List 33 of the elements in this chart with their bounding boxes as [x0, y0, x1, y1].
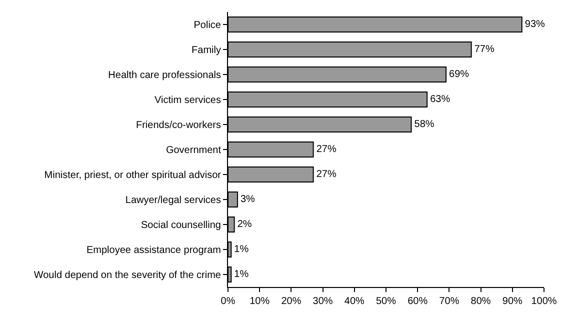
- y-tick-label: Government: [166, 145, 222, 156]
- y-tick-label: Family: [192, 45, 221, 56]
- x-tick-label: 80%: [470, 296, 491, 307]
- y-tick-label: Would depend on the severity of the crime: [34, 270, 222, 281]
- y-tick-label: Health care professionals: [108, 70, 221, 81]
- y-tick-label: Lawyer/legal services: [125, 195, 221, 206]
- x-tick-label: 10%: [250, 296, 270, 307]
- x-tick-label: 20%: [281, 296, 302, 307]
- x-tick-label: 60%: [408, 296, 428, 307]
- data-label: 93%: [524, 19, 546, 30]
- y-tick-label: Victim services: [154, 95, 221, 106]
- data-label: 69%: [449, 69, 470, 80]
- y-tick-label: Employee assistance program: [86, 245, 221, 256]
- x-tick-label: 90%: [502, 296, 523, 307]
- y-tick-label: Friends/co-workers: [136, 120, 221, 131]
- y-tick-label: Social counselling: [140, 220, 221, 231]
- data-label: 58%: [414, 119, 434, 130]
- data-label: 27%: [316, 169, 336, 180]
- x-tick-label: 30%: [312, 296, 333, 307]
- y-tick-label: Minister, priest, or other spiritual advisor: [44, 170, 222, 181]
- x-tick-label: 50%: [376, 296, 396, 307]
- data-label: 2%: [237, 219, 252, 230]
- x-tick-label: 40%: [344, 296, 365, 307]
- data-label: 63%: [430, 94, 450, 105]
- x-tick-label: 0%: [220, 296, 236, 307]
- x-tick-label: 100%: [531, 296, 557, 307]
- x-tick-label: 70%: [439, 296, 460, 307]
- data-label: 27%: [316, 144, 336, 155]
- y-tick-label: Police: [194, 20, 222, 31]
- data-label: 1%: [234, 244, 249, 255]
- data-label: 77%: [474, 44, 494, 55]
- data-label: 3%: [240, 194, 256, 205]
- data-label: 1%: [234, 269, 249, 280]
